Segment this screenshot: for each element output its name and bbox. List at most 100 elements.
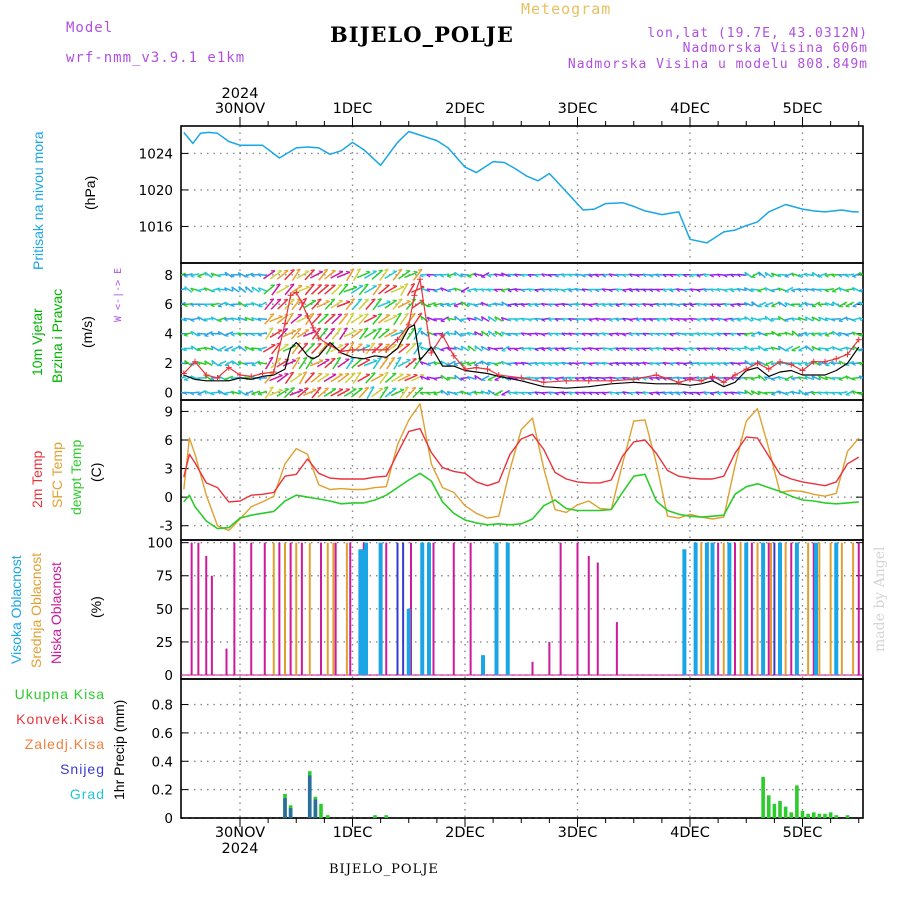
wind-arrow-head — [366, 344, 371, 347]
wind-arrow — [310, 372, 323, 383]
cloud-bar — [814, 542, 818, 676]
wind-arrow-head — [561, 318, 566, 322]
wind-arrow-head — [349, 341, 355, 345]
wind-arrow — [384, 329, 398, 338]
wind-arrow-head — [811, 288, 815, 293]
wind-arrow — [669, 391, 679, 394]
wind-arrow — [750, 271, 760, 278]
wind-arrow-head — [290, 387, 295, 390]
wind-arrow-head — [588, 376, 593, 381]
wind-arrow — [405, 342, 417, 354]
cloud-bar — [250, 542, 253, 676]
wind-arrow — [352, 371, 362, 385]
wind-arrow-head — [446, 289, 452, 293]
wind-arrow — [181, 317, 186, 322]
wind-arrow-head — [190, 287, 194, 292]
wind-arrow-head — [501, 301, 504, 306]
wind-arrow-head — [466, 302, 471, 307]
wind-arrow-head — [777, 274, 782, 278]
wind-arrow-head — [554, 348, 559, 352]
wind-arrow — [784, 286, 794, 293]
wind-arrow-head — [709, 318, 714, 322]
wind-arrow — [420, 330, 429, 337]
wind-arrow-head — [197, 316, 201, 321]
wind-arrow — [257, 361, 268, 365]
wind-arrow-head — [323, 327, 328, 331]
wind-arrow — [244, 345, 254, 352]
ytick-label-cloud: 50 — [156, 602, 173, 618]
wind-arrow-head — [689, 333, 694, 337]
wind-arrow-head — [312, 388, 317, 391]
wind-arrow-head — [825, 334, 830, 337]
cloud-bar — [750, 542, 753, 676]
wind-arrow — [384, 343, 397, 353]
wind-arrow-head — [364, 313, 369, 316]
cloud-bar — [494, 542, 499, 676]
wind-arrow — [501, 345, 510, 352]
wind-arrow — [350, 328, 364, 339]
wind-arrow — [501, 301, 510, 308]
wind-arrow — [331, 284, 343, 295]
wind-arrow-head — [250, 347, 255, 352]
wind-arrow — [858, 391, 863, 395]
wind-arrow-head — [404, 386, 409, 389]
wind-arrow — [372, 298, 383, 311]
wind-arrow-head — [838, 349, 843, 352]
wind-arrow-head — [601, 347, 606, 352]
wind-arrow-head — [317, 284, 322, 286]
wind-arrow — [390, 330, 405, 337]
wind-arrow — [197, 361, 207, 366]
wind-arrow — [473, 391, 484, 394]
wind-arrow-head — [581, 333, 586, 337]
wind-gust-marker — [462, 366, 468, 373]
wind-arrow — [264, 386, 274, 399]
wind-arrow-head — [507, 333, 512, 337]
wind-arrow — [676, 302, 686, 306]
wind-arrow-head — [378, 343, 383, 345]
wind-arrow — [791, 345, 801, 352]
wind-arrow-head — [406, 373, 411, 376]
wind-arrow — [527, 303, 538, 306]
wind-arrow-head — [534, 377, 539, 381]
wind-arrow-head — [777, 362, 782, 366]
wind-arrow-head — [628, 333, 634, 337]
wind-arrow-head — [217, 390, 221, 395]
wind-arrow-head — [595, 317, 599, 322]
wind-arrow-head — [534, 363, 539, 367]
wind-arrow-head — [784, 393, 789, 396]
wind-arrow-head — [682, 333, 687, 337]
wind-arrow-head — [554, 304, 559, 308]
wind-arrow-head — [224, 349, 229, 352]
wind-arrow-head — [804, 303, 809, 307]
wind-arrow — [811, 332, 821, 336]
wind-arrow-head — [743, 377, 748, 381]
wind-arrow-head — [838, 287, 842, 292]
wind-arrow-head — [258, 393, 263, 396]
wind-arrow — [494, 302, 504, 306]
wind-arrow — [224, 345, 234, 351]
wind-arrow-head — [237, 272, 241, 277]
wind-arrow-head — [494, 363, 499, 367]
wind-arrow-head — [460, 345, 464, 351]
wind-arrow — [217, 316, 227, 322]
wind-arrow — [390, 286, 405, 293]
wind-arrow-head — [649, 348, 654, 352]
wind-arrow-head — [413, 373, 418, 376]
wind-arrow — [554, 347, 565, 350]
wind-gust-marker — [495, 371, 502, 378]
wind-arrow-head — [858, 362, 863, 366]
wind-arrow-head — [547, 391, 552, 396]
wind-arrow — [440, 273, 450, 277]
wind-arrow — [238, 301, 247, 308]
wind-gust-marker — [372, 346, 378, 353]
wind-arrow — [317, 284, 330, 295]
wind-arrow-head — [420, 301, 423, 306]
wind-arrow-head — [493, 289, 498, 293]
wind-arrow-head — [581, 362, 586, 366]
wind-arrow-head — [723, 333, 728, 337]
wind-arrow-head — [676, 347, 681, 352]
wind-arrow-head — [710, 333, 715, 337]
wind-arrow-head — [554, 288, 559, 293]
wind-arrow — [290, 328, 302, 340]
wind-arrow-head — [383, 386, 389, 389]
